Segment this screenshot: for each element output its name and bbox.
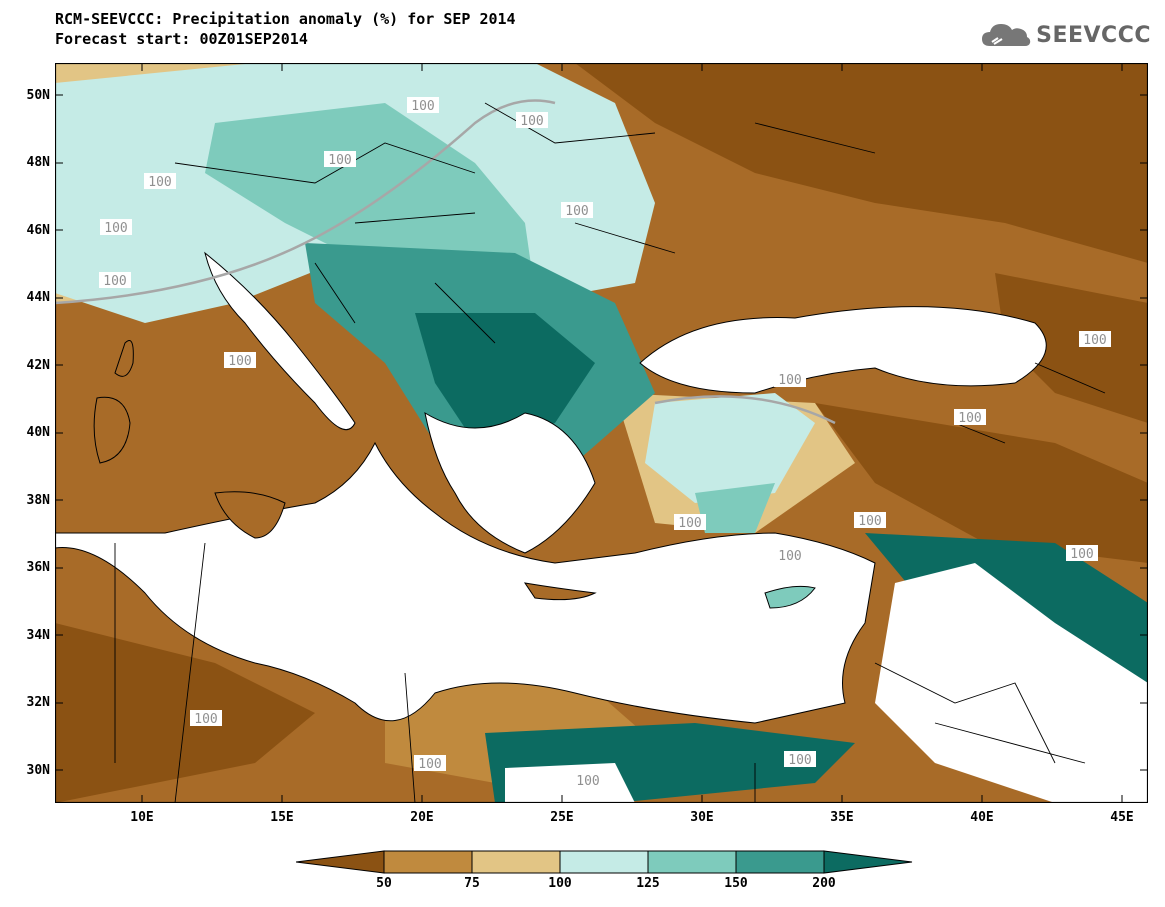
anomaly-extreme-wet-balkans <box>415 313 595 443</box>
contour-label: 100 <box>228 354 251 369</box>
anomaly-dry-east <box>575 63 1148 263</box>
anomaly-wet-anatolia <box>645 393 815 503</box>
contour-label-bg <box>1079 331 1111 347</box>
colorbar-segment <box>823 850 913 874</box>
contour-label: 100 <box>103 274 126 289</box>
contour-label-bg <box>224 352 256 368</box>
title-line-1: RCM-SEEVCCC: Precipitation anomaly (%) f… <box>55 10 516 28</box>
lat-label: 36N <box>26 560 50 575</box>
adriatic-sea <box>204 251 356 431</box>
colorbar-segment <box>383 850 473 874</box>
lat-label: 38N <box>26 493 50 508</box>
contour-label: 100 <box>778 549 801 564</box>
lat-label: 48N <box>26 155 50 170</box>
contour-label: 100 <box>576 774 599 789</box>
logo-text: SEEVCCC <box>1036 22 1151 48</box>
contour-label-bg <box>954 409 986 425</box>
colorbar-label: 150 <box>724 876 748 891</box>
cyprus <box>764 585 816 609</box>
contour-label-bg <box>324 151 356 167</box>
contour-label: 100 <box>418 757 441 772</box>
colorbar-label: 75 <box>464 876 480 891</box>
contour-label: 100 <box>678 516 701 531</box>
lon-label: 40E <box>970 810 994 825</box>
contour-label-bg <box>561 202 593 218</box>
contour-label: 100 <box>778 373 801 388</box>
lat-label: 44N <box>26 290 50 305</box>
colorbar-segment <box>296 850 385 874</box>
contour-label: 100 <box>148 175 171 190</box>
contour-100-line <box>654 395 836 425</box>
contour-label: 100 <box>520 114 543 129</box>
lon-label: 20E <box>410 810 434 825</box>
colorbar-segment <box>471 850 561 874</box>
contour-label-bg <box>784 751 816 767</box>
contour-label: 100 <box>411 99 434 114</box>
colorbar-label: 50 <box>376 876 392 891</box>
lat-label: 46N <box>26 223 50 238</box>
contour-label: 100 <box>194 712 217 727</box>
colorbar <box>296 850 913 874</box>
cloud-icon <box>982 24 1031 46</box>
contour-label: 100 <box>788 753 811 768</box>
contour-label-bg <box>100 219 132 235</box>
contour-label: 100 <box>565 204 588 219</box>
colorbar-label: 200 <box>812 876 836 891</box>
lon-label: 35E <box>830 810 854 825</box>
contour-label-bg <box>572 772 604 788</box>
contour-label-bg <box>774 371 806 387</box>
contour-label: 100 <box>858 514 881 529</box>
contour-label: 100 <box>1070 547 1093 562</box>
mediterranean-sea <box>55 441 876 724</box>
no-data-sahara <box>505 763 635 803</box>
contour-label-bg <box>414 755 446 771</box>
colorbar-segment <box>735 850 825 874</box>
contour-label-bg <box>516 112 548 128</box>
lon-label: 45E <box>1110 810 1134 825</box>
lat-label: 42N <box>26 358 50 373</box>
lon-label: 25E <box>550 810 574 825</box>
axis-ticks <box>55 63 1148 803</box>
title-line-2: Forecast start: 00Z01SEP2014 <box>55 30 308 48</box>
crete <box>523 582 597 601</box>
colorbar-segment <box>647 850 737 874</box>
anomaly-dry-caucasus <box>995 273 1148 423</box>
lon-label: 15E <box>270 810 294 825</box>
colorbar-label: 125 <box>636 876 660 891</box>
colorbar-segment <box>559 850 649 874</box>
corsica <box>114 340 134 377</box>
lat-label: 40N <box>26 425 50 440</box>
lat-label: 32N <box>26 695 50 710</box>
contour-label-bg <box>144 173 176 189</box>
contour-labels: 100 100 100 100 100 100 100 100 100 100 … <box>99 97 1111 789</box>
lat-label: 50N <box>26 88 50 103</box>
contour-label-bg <box>1066 545 1098 561</box>
no-data-desert <box>875 563 1148 803</box>
anomaly-wet-anatolia-core <box>695 483 775 533</box>
seevccc-logo: SEEVCCC <box>980 20 1151 50</box>
colorbar-label: 100 <box>548 876 572 891</box>
black-sea <box>639 306 1047 394</box>
contour-label: 100 <box>1083 333 1106 348</box>
sardinia <box>93 396 131 464</box>
contour-label-bg <box>99 272 131 288</box>
contour-label-bg <box>407 97 439 113</box>
lon-label: 30E <box>690 810 714 825</box>
sicily <box>214 491 286 539</box>
anomaly-dry-anatolia <box>815 403 1148 563</box>
contour-label-bg <box>774 547 806 563</box>
lon-label: 10E <box>130 810 154 825</box>
lat-label: 30N <box>26 763 50 778</box>
contour-label: 100 <box>958 411 981 426</box>
contour-label: 100 <box>104 221 127 236</box>
precipitation-map: 100 100 100 100 100 100 100 100 100 100 … <box>55 63 1148 803</box>
contour-100-line <box>55 99 556 305</box>
contour-label: 100 <box>328 153 351 168</box>
contour-label-bg <box>854 512 886 528</box>
contour-label-bg <box>190 710 222 726</box>
contour-label-bg <box>674 514 706 530</box>
aegean-sea <box>424 411 596 554</box>
lat-label: 34N <box>26 628 50 643</box>
